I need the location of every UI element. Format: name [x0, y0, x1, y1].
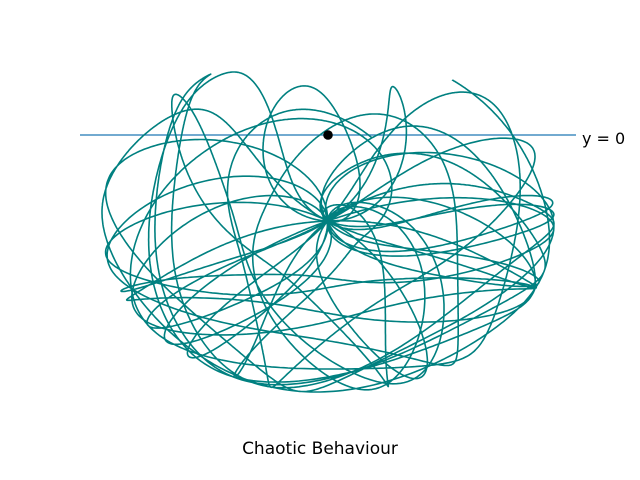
figure-caption: Chaotic Behaviour [242, 439, 398, 459]
reference-line-label: y = 0 [582, 129, 625, 148]
trajectory-curve [101, 71, 555, 393]
pivot-point [323, 130, 333, 140]
